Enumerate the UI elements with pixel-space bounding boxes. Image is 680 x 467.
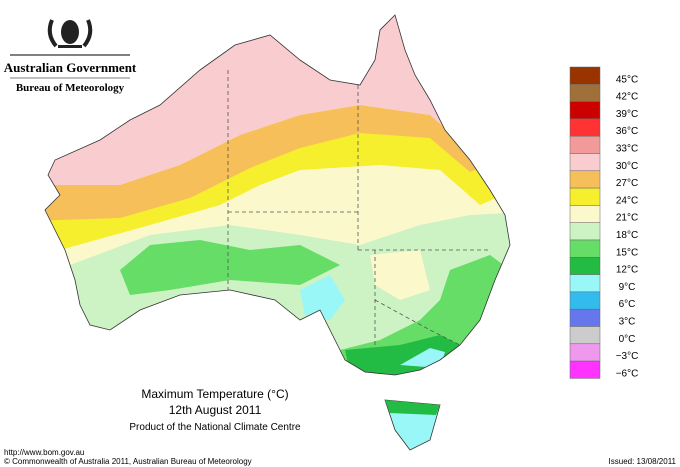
legend-label: 0°C <box>619 334 636 345</box>
legend-swatch <box>569 153 601 172</box>
agency: Australian Government <box>4 60 137 75</box>
issued: Issued: 13/08/2011 <box>609 457 677 466</box>
tasmania-band <box>385 400 440 415</box>
legend-label: 39°C <box>616 109 638 120</box>
legend-swatch <box>569 360 601 379</box>
legend-swatch <box>569 257 601 275</box>
legend-label: 30°C <box>616 161 638 172</box>
legend-swatch <box>569 239 601 258</box>
bureau: Bureau of Meteorology <box>16 82 125 94</box>
legend-swatch <box>569 84 601 102</box>
legend-label: 33°C <box>616 144 638 155</box>
legend-label: 24°C <box>616 195 638 206</box>
legend-label: 18°C <box>616 230 638 241</box>
copyright: © Commonwealth of Australia 2011, Austra… <box>4 457 252 466</box>
legend-swatch <box>569 135 601 154</box>
map-title: Maximum Temperature (°C) <box>141 387 288 401</box>
legend-label: 21°C <box>616 213 638 224</box>
state-borders <box>227 70 490 346</box>
crest <box>47 19 93 48</box>
legend-label: 9°C <box>619 282 636 293</box>
legend-swatch <box>569 222 601 241</box>
legend-swatch <box>569 343 601 362</box>
legend-label: 15°C <box>616 247 638 258</box>
legend-swatch <box>569 170 601 189</box>
legend-label: 36°C <box>616 126 638 137</box>
legend-label: 27°C <box>616 178 638 189</box>
legend-swatch <box>569 101 601 120</box>
legend-label: 42°C <box>616 92 638 103</box>
legend-swatch <box>569 118 601 137</box>
legend-label: −6°C <box>616 368 639 379</box>
legend-label: 45°C <box>616 74 638 85</box>
map-product: Product of the National Climate Centre <box>129 422 301 433</box>
map-date: 12th August 2011 <box>169 403 262 417</box>
coastline <box>44 14 511 376</box>
legend-label: −3°C <box>616 351 639 362</box>
legend-swatch <box>569 308 601 327</box>
legend-label: 6°C <box>619 299 636 310</box>
legend-swatch <box>569 66 601 85</box>
legend-label: 3°C <box>619 317 636 328</box>
legend: 45°C 42°C 39°C 36°C 33°C 30°C 27°C 24°C 21°C 18°C… <box>569 66 639 379</box>
legend-swatch <box>569 205 601 223</box>
legend-label: 12°C <box>616 265 638 276</box>
url: http://www.bom.gov.au <box>4 448 84 457</box>
legend-swatch <box>569 326 601 345</box>
legend-swatch <box>569 274 601 293</box>
legend-swatch <box>569 187 601 206</box>
legend-swatch <box>569 291 601 310</box>
